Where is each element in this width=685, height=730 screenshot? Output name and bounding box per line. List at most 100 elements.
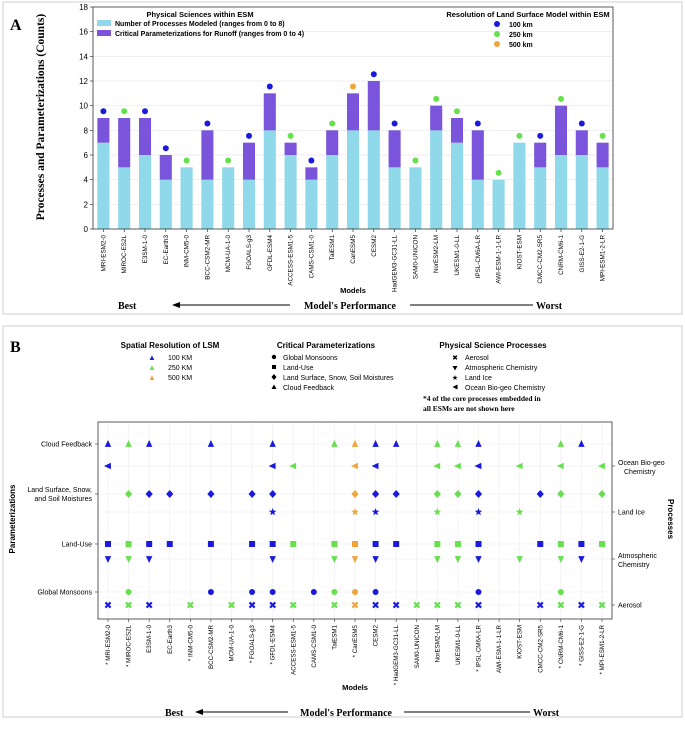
resolution-dot: [537, 132, 544, 139]
marker-land-use: [454, 541, 461, 547]
bar-processes: [367, 130, 380, 229]
marker-land-surface: [248, 490, 256, 498]
x-tick-label: KIOST-ESM: [516, 235, 523, 269]
resolution-dot: [204, 120, 211, 127]
marker-land-surface: [474, 490, 483, 498]
panel-a-x-axis-label: Models: [340, 286, 366, 295]
x-tick-label: HadGEM3-GC31-LL: [392, 235, 399, 293]
marker-atmospheric-chemistry: [351, 556, 359, 563]
marker-global-monsoons: [331, 589, 338, 595]
x-tick-label: KIOST-ESM: [517, 625, 524, 659]
marker-atmospheric-chemistry: [516, 556, 523, 563]
resolution-dot: [558, 95, 564, 102]
x-tick-label: ACCESS-ESM1-5: [288, 235, 295, 286]
bar-parameterizations: [367, 81, 380, 131]
marker-land-surface: [124, 490, 133, 498]
marker-ocean-biogeochemistry: [289, 462, 297, 470]
marker-aerosol: [248, 601, 256, 609]
marker-land-surface: [536, 490, 544, 498]
x-tick-label: GISS-E2-1-G: [579, 235, 586, 273]
marker-aerosol: [269, 601, 277, 609]
legend-param-monsoons-label: Global Monsoons: [283, 355, 338, 362]
legend-param-landsurface-marker: [271, 374, 277, 380]
panel-b-legend-resolution: Spatial Resolution of LSM ▲ 100 KM ▲ 250…: [121, 341, 220, 382]
bar-processes: [242, 179, 256, 229]
marker-land-surface: [269, 490, 277, 498]
marker-ocean-biogeochemistry: [515, 462, 523, 470]
performance-b-arrow-head: [195, 709, 203, 715]
marker-cloud-feedback: [578, 440, 585, 447]
y-tick-label-line: Chemistry: [624, 469, 656, 476]
y-tick-label-right: Land Ice: [618, 510, 645, 517]
panel-b-gridlines: [98, 422, 612, 619]
marker-global-monsoons: [557, 589, 564, 595]
bar-processes: [554, 155, 568, 229]
panel-b-y-axis-label-left: Parameterizations: [8, 484, 17, 553]
marker-land-ice: [268, 508, 277, 516]
bar-processes: [430, 130, 443, 229]
performance-b-worst: Worst: [533, 708, 560, 719]
resolution-dot: [308, 157, 315, 164]
panel-a: A Processes and Parameterizations (Count…: [2, 1, 683, 315]
y-tick-label-line: Land Surface, Snow,: [27, 487, 92, 494]
resolution-dot: [246, 132, 252, 139]
panel-b-markers: [104, 440, 606, 609]
bar-processes: [492, 179, 505, 229]
panel-b-y-ticks-right: Ocean Bio-geo Chemistry Land Ice Atmospheri…: [612, 460, 665, 610]
bar-processes: [534, 167, 547, 229]
x-tick-label: MCM-UA-1-0: [229, 624, 236, 661]
marker-aerosol: [413, 601, 421, 609]
panel-b-label: B: [10, 339, 21, 356]
resolution-dot: [162, 145, 169, 152]
y-tick-label-left: Land-Use: [62, 542, 92, 549]
bar-processes: [305, 179, 318, 229]
y-tick-label: 12: [79, 77, 88, 86]
x-tick-label: CAMS-CSM1-0: [311, 624, 318, 667]
x-tick-label: INM-CM5-0: [184, 235, 191, 268]
legend-param-landsurface-label: Land Surface, Snow, Soil Moistures: [283, 375, 394, 382]
marker-land-ice: [371, 508, 380, 516]
x-tick-label: * MRI-ESM2-0: [105, 624, 112, 664]
x-tick-label: MIROC-ES2L: [121, 235, 128, 274]
legend-param-title: Critical Parameterizations: [277, 341, 376, 350]
legend-parameterizations-swatch: [97, 30, 111, 36]
y-tick-label-line: Atmospheric: [618, 553, 657, 560]
resolution-dot: [370, 71, 377, 78]
bar-processes: [284, 155, 297, 229]
marker-ocean-biogeochemistry: [268, 462, 276, 470]
performance-arrow-head: [172, 302, 180, 308]
x-tick-label: SAM0-UNICON: [414, 625, 421, 668]
x-tick-label: UKESM1-0-LL: [455, 624, 462, 664]
resolution-dot: [121, 108, 128, 115]
note-line-1: *4 of the core processes embedded in: [423, 394, 541, 403]
bar-parameterizations: [388, 130, 401, 168]
x-tick-label: * GISS-E2-1-G: [578, 625, 585, 666]
marker-atmospheric-chemistry: [331, 556, 338, 563]
marker-ocean-biogeochemistry: [598, 462, 605, 470]
x-tick-label: MRI-ESM2-0: [100, 235, 107, 272]
legend-res-250-marker: ▲: [148, 363, 156, 372]
marker-global-monsoons: [475, 589, 482, 595]
resolution-dot: [100, 108, 107, 115]
x-tick-label: BCC-CSM2-MR: [204, 235, 211, 280]
marker-cloud-feedback: [207, 440, 215, 447]
y-tick-label: 0: [84, 225, 89, 234]
marker-land-use: [207, 541, 214, 547]
panel-b-border: [2, 325, 683, 718]
panel-b-legend-processes: Physical Science Processes ✖ Aerosol Atm…: [439, 341, 547, 392]
resolution-dot: [599, 132, 606, 139]
bar-parameterizations: [554, 105, 568, 155]
x-tick-label: CNRM-CM6-1: [558, 235, 565, 275]
marker-cloud-feedback: [269, 440, 276, 447]
marker-ocean-biogeochemistry: [433, 462, 441, 470]
marker-global-monsoons: [125, 589, 132, 595]
x-tick-label: * FGOALS-g3: [249, 624, 256, 663]
panel-a-bars: [97, 81, 609, 229]
x-tick-label: E3SM-1-0: [142, 235, 149, 264]
panel-b-performance-arrow: Best Model's Performance Worst: [165, 708, 560, 719]
legend-right-title: Resolution of Land Surface Model within …: [446, 10, 609, 19]
marker-atmospheric-chemistry: [434, 556, 441, 563]
marker-global-monsoons: [249, 589, 256, 595]
performance-b-best: Best: [165, 708, 184, 719]
x-tick-label: * INM-CM5-0: [187, 624, 194, 661]
